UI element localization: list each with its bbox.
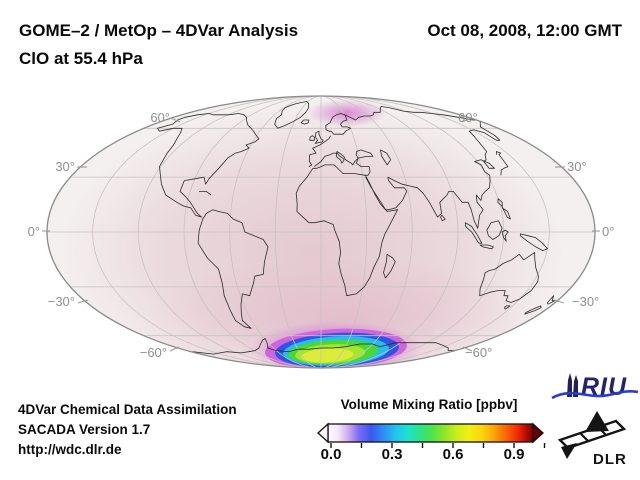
coastline-asia-east-south xyxy=(387,121,501,229)
plot-title: GOME–2 / MetOp – 4DVar Analysis xyxy=(19,21,299,40)
dlr-logo: DLR xyxy=(557,411,627,468)
coastline-iceland xyxy=(300,119,310,125)
coastline-tasmania xyxy=(504,305,511,310)
dlr-down-wing xyxy=(561,443,577,459)
colorbar-tick-label-0.3: 0.3 xyxy=(381,446,403,463)
colorbar-title: Volume Mixing Ratio [ppbv] xyxy=(340,397,518,412)
coastline-new-zealand-north xyxy=(547,295,556,305)
footer-line-url: http://wdc.dlr.de xyxy=(18,442,122,457)
lat-label-left-minus30: −30° xyxy=(48,294,75,309)
lat-label-left-60: 60° xyxy=(150,110,170,125)
coastline-new-guinea xyxy=(519,233,548,251)
coastline-ireland xyxy=(309,135,315,141)
dlr-band-divider xyxy=(579,432,589,442)
dlr-band-divider xyxy=(597,426,607,436)
lat-label-left-0: 0° xyxy=(28,224,40,239)
coastlines xyxy=(157,101,556,355)
coastline-australia xyxy=(479,252,539,303)
map-outline xyxy=(46,95,596,369)
dlr-up-wing xyxy=(585,411,609,432)
coastline-scandinavia-baltic xyxy=(325,113,351,135)
coastline-black-sea xyxy=(355,149,374,159)
dlr-logo-text: DLR xyxy=(593,451,627,468)
lat-label-left-minus60: −60° xyxy=(140,345,167,360)
blob-yellow-core xyxy=(301,348,354,363)
coastline-japan xyxy=(496,151,509,176)
coastline-madagascar xyxy=(383,253,396,279)
coastline-sumatra xyxy=(464,222,483,244)
lat-label-right-30: 30° xyxy=(567,159,587,174)
map-data-layer xyxy=(60,99,564,368)
southern-pink-band xyxy=(140,258,550,368)
plot-datetime: Oct 08, 2008, 12:00 GMT xyxy=(427,21,622,40)
coastline-philippines xyxy=(497,198,511,220)
coastline-greenland xyxy=(274,101,310,129)
coastline-sulawesi xyxy=(501,229,509,242)
latitude-labels: 60° 30° 0° −30° −60° 60° 30° 0° −30° −60… xyxy=(28,110,615,360)
coastline-north-america xyxy=(157,113,260,218)
graticule-meridian xyxy=(137,96,505,368)
coastline-south-america xyxy=(197,209,269,329)
riu-wave xyxy=(551,390,639,400)
lat-label-right-0: 0° xyxy=(602,224,614,239)
graticule-meridian xyxy=(229,96,413,368)
riu-cathedral-icon xyxy=(567,373,578,397)
colorbar xyxy=(317,422,546,448)
coastline-arabia xyxy=(365,176,408,211)
graticule-meridian xyxy=(274,96,368,368)
colorbar-tick-label-0.0: 0.0 xyxy=(320,446,342,463)
colorbar-right-arrow xyxy=(532,422,544,444)
coastline-borneo xyxy=(486,220,503,240)
coastline-europe-med xyxy=(314,151,371,176)
colorbar-ticks xyxy=(330,443,546,448)
coastline-cuba xyxy=(199,191,212,196)
colorbar-left-arrow xyxy=(317,422,329,444)
dlr-band xyxy=(557,419,627,450)
latitude-ticks xyxy=(42,117,600,352)
coastline-europe-west xyxy=(308,135,332,167)
coastline-new-zealand-south xyxy=(524,305,542,315)
coastline-java xyxy=(479,244,494,250)
colorbar-tick-label-0.9: 0.9 xyxy=(503,446,525,463)
coastline-britain xyxy=(314,130,324,144)
colorbar-tick-label-0.6: 0.6 xyxy=(442,446,464,463)
footer-line-version: SACADA Version 1.7 xyxy=(18,422,151,437)
coastline-caspian-sea xyxy=(380,149,392,166)
colorbar-gradient-bar xyxy=(327,423,534,443)
coastline-antarctica xyxy=(192,338,455,355)
footer-line-assimilation: 4DVar Chemical Data Assimilation xyxy=(18,402,237,417)
graticule-meridian xyxy=(183,96,459,368)
graticule xyxy=(47,96,595,368)
lat-label-right-60: 60° xyxy=(458,110,478,125)
coastline-africa xyxy=(295,164,398,297)
lat-label-right-minus30: −30° xyxy=(572,294,599,309)
riu-logo: RIU xyxy=(551,373,639,401)
lat-label-left-30: 30° xyxy=(55,159,75,174)
graticule-meridian xyxy=(92,96,550,368)
coastline-sri-lanka xyxy=(440,214,446,222)
coastline-asia-arctic xyxy=(344,106,477,121)
lat-label-right-minus60: −60° xyxy=(465,345,492,360)
plot-subtitle: ClO at 55.4 hPa xyxy=(19,49,143,68)
arctic-clo-patch xyxy=(307,99,387,127)
